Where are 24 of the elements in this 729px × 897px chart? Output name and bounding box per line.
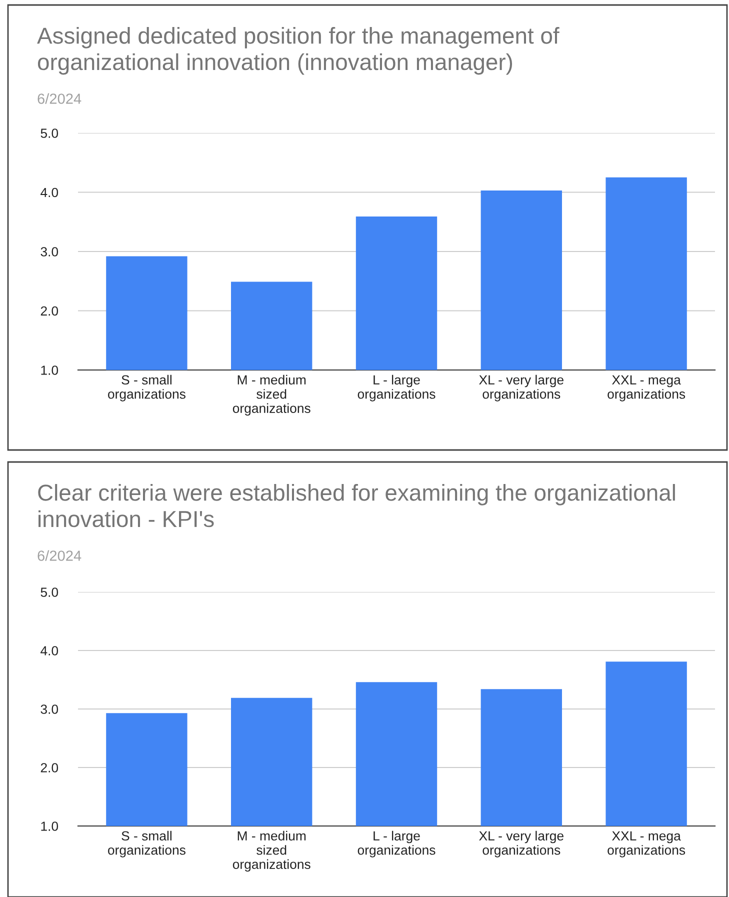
chart-title: Clear criteria were established for examining the organizational innovation - KPI's (38, 484, 675, 528)
x-tick-label: XXL - mega organizations (608, 375, 686, 402)
y-tick-label: 5.0 (40, 588, 58, 597)
y-tick-label: 5.0 (40, 128, 58, 138)
y-tick-label: 4.0 (40, 646, 58, 656)
x-tick-label: L - large organizations (358, 830, 436, 858)
x-tick-label: S - small organizations (108, 830, 186, 858)
x-tick-label: M - medium sized organizations (232, 374, 310, 416)
chart-title: Assigned dedicated position for the management of organizational innovation (innovation manager) (37, 27, 560, 75)
x-tick-label: XXL - mega organizations (608, 831, 686, 858)
x-tick-label: XL - very large organizations (479, 830, 564, 858)
x-tick-label: L - large organizations (358, 374, 436, 402)
chart-subtitle: 6/2024 (38, 93, 82, 104)
y-tick-label: 3.0 (40, 247, 58, 256)
x-tick-label: XL - very large organizations (479, 374, 564, 402)
y-tick-label: 2.0 (40, 306, 58, 316)
y-tick-label: 4.0 (40, 188, 58, 198)
chart-subtitle: 6/2024 (38, 550, 82, 561)
y-tick-label: 2.0 (40, 763, 58, 772)
y-tick-label: 3.0 (40, 704, 58, 714)
x-tick-label: M - medium sized organizations (232, 830, 310, 872)
y-tick-label: 1.0 (41, 822, 58, 831)
x-tick-label: S - small organizations (108, 374, 186, 402)
y-tick-label: 1.0 (41, 366, 58, 375)
